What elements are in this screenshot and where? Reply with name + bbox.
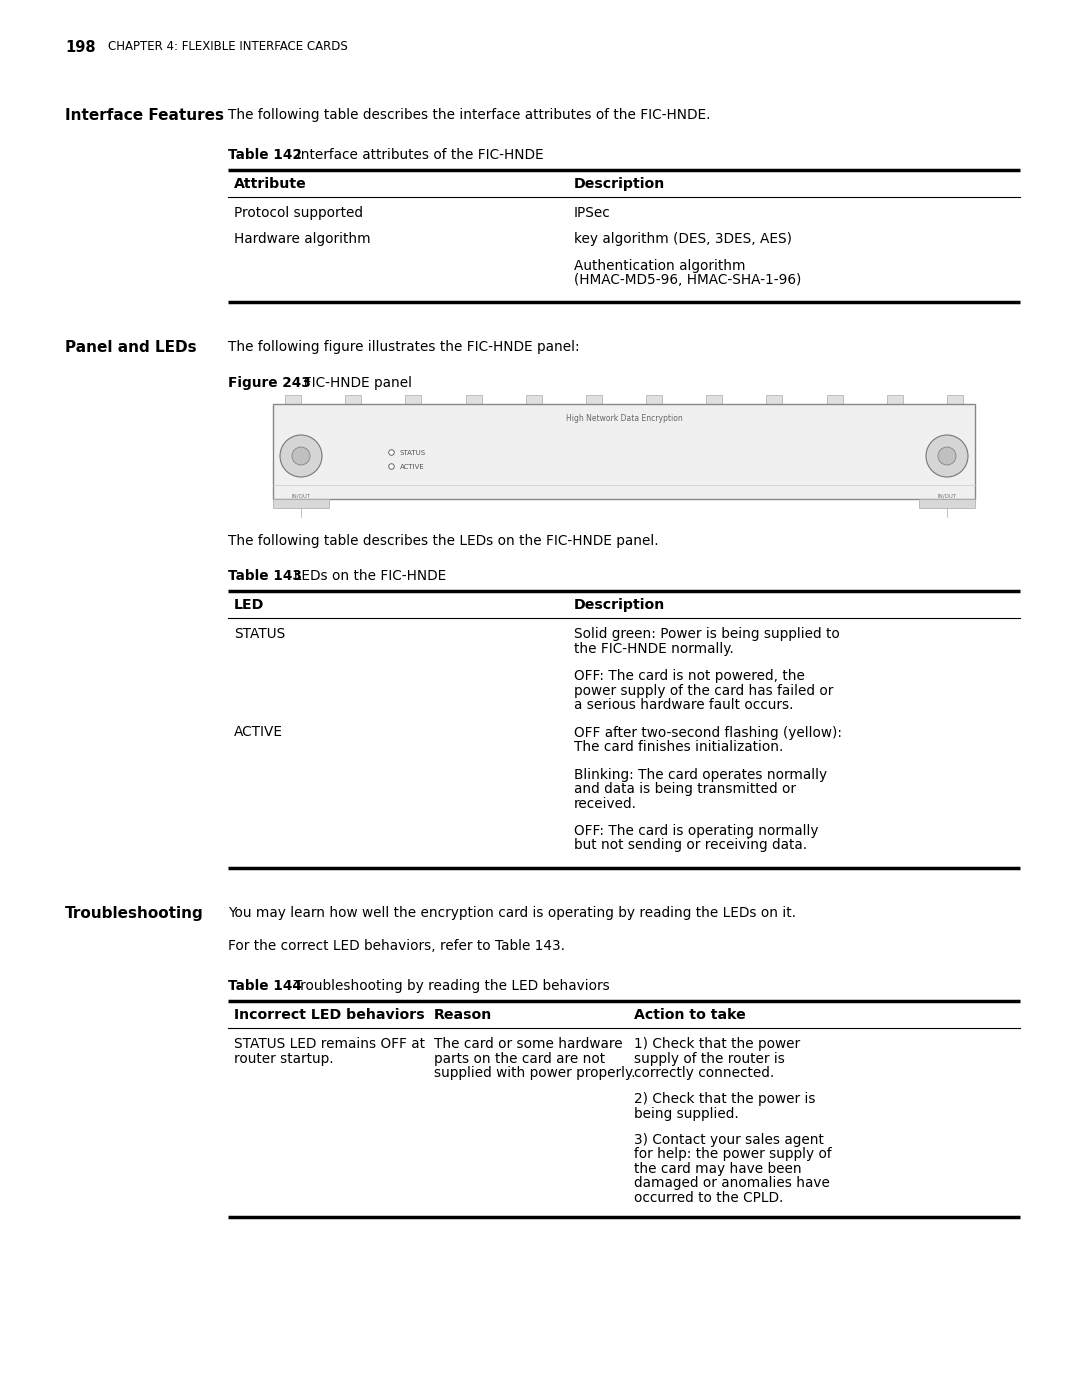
Text: a serious hardware fault occurs.: a serious hardware fault occurs. <box>573 698 794 712</box>
Bar <box>826 395 842 404</box>
Text: Interface Features: Interface Features <box>65 108 224 123</box>
Text: IN/OUT: IN/OUT <box>292 495 311 499</box>
Text: You may learn how well the encryption card is operating by reading the LEDs on i: You may learn how well the encryption ca… <box>228 907 796 921</box>
Text: Action to take: Action to take <box>634 1009 746 1023</box>
Bar <box>273 404 975 499</box>
Text: CHAPTER 4: FLEXIBLE INTERFACE CARDS: CHAPTER 4: FLEXIBLE INTERFACE CARDS <box>108 41 348 53</box>
Text: correctly connected.: correctly connected. <box>634 1066 774 1080</box>
Text: Panel and LEDs: Panel and LEDs <box>65 339 197 355</box>
Text: STATUS: STATUS <box>400 450 427 455</box>
Text: Incorrect LED behaviors: Incorrect LED behaviors <box>234 1009 424 1023</box>
Text: STATUS LED remains OFF at: STATUS LED remains OFF at <box>234 1037 426 1051</box>
Bar <box>586 395 602 404</box>
Text: IPSec: IPSec <box>573 205 611 219</box>
Text: supply of the router is: supply of the router is <box>634 1052 785 1066</box>
Circle shape <box>292 447 310 465</box>
Text: The following figure illustrates the FIC-HNDE panel:: The following figure illustrates the FIC… <box>228 339 580 353</box>
Text: FIC-HNDE panel: FIC-HNDE panel <box>295 376 411 390</box>
Text: power supply of the card has failed or: power supply of the card has failed or <box>573 683 834 697</box>
Bar <box>346 395 361 404</box>
Text: key algorithm (DES, 3DES, AES): key algorithm (DES, 3DES, AES) <box>573 232 792 246</box>
Text: The card or some hardware: The card or some hardware <box>434 1037 623 1051</box>
Bar <box>887 395 903 404</box>
Text: ACTIVE: ACTIVE <box>400 464 424 469</box>
Bar <box>706 395 723 404</box>
Bar <box>646 395 662 404</box>
Text: supplied with power properly.: supplied with power properly. <box>434 1066 635 1080</box>
Text: Description: Description <box>573 598 665 612</box>
Text: and data is being transmitted or: and data is being transmitted or <box>573 782 796 796</box>
Bar <box>919 499 975 509</box>
Text: The card finishes initialization.: The card finishes initialization. <box>573 740 783 754</box>
Text: LEDs on the FIC-HNDE: LEDs on the FIC-HNDE <box>285 569 446 583</box>
Text: OFF: The card is not powered, the: OFF: The card is not powered, the <box>573 669 805 683</box>
Bar <box>273 499 329 509</box>
Text: 2) Check that the power is: 2) Check that the power is <box>634 1092 815 1106</box>
Text: Blinking: The card operates normally: Blinking: The card operates normally <box>573 767 827 781</box>
Bar <box>767 395 782 404</box>
Text: Interface attributes of the FIC-HNDE: Interface attributes of the FIC-HNDE <box>288 148 543 162</box>
Text: ACTIVE: ACTIVE <box>234 725 283 739</box>
Circle shape <box>926 434 968 476</box>
Text: Protocol supported: Protocol supported <box>234 205 363 219</box>
Text: Authentication algorithm: Authentication algorithm <box>573 258 745 272</box>
Text: High Network Data Encryption: High Network Data Encryption <box>566 414 683 423</box>
Text: Reason: Reason <box>434 1009 492 1023</box>
Circle shape <box>280 434 322 476</box>
Circle shape <box>939 447 956 465</box>
Bar <box>465 395 482 404</box>
Text: (HMAC-MD5-96, HMAC-SHA-1-96): (HMAC-MD5-96, HMAC-SHA-1-96) <box>573 274 801 288</box>
Text: Table 144: Table 144 <box>228 979 302 993</box>
Text: for help: the power supply of: for help: the power supply of <box>634 1147 832 1161</box>
Text: Table 143: Table 143 <box>228 569 302 583</box>
Bar <box>405 395 421 404</box>
Text: OFF: The card is operating normally: OFF: The card is operating normally <box>573 824 819 838</box>
Text: IN/OUT: IN/OUT <box>937 495 957 499</box>
Text: the FIC-HNDE normally.: the FIC-HNDE normally. <box>573 641 733 655</box>
Text: For the correct LED behaviors, refer to Table 143.: For the correct LED behaviors, refer to … <box>228 939 565 953</box>
Text: but not sending or receiving data.: but not sending or receiving data. <box>573 838 807 852</box>
Bar <box>947 395 963 404</box>
Text: Hardware algorithm: Hardware algorithm <box>234 232 370 246</box>
Text: 198: 198 <box>65 41 96 54</box>
Text: 3) Contact your sales agent: 3) Contact your sales agent <box>634 1133 824 1147</box>
Text: router startup.: router startup. <box>234 1052 334 1066</box>
Text: The following table describes the LEDs on the FIC-HNDE panel.: The following table describes the LEDs o… <box>228 534 659 548</box>
Text: received.: received. <box>573 796 637 810</box>
Bar <box>285 395 301 404</box>
Text: Troubleshooting by reading the LED behaviors: Troubleshooting by reading the LED behav… <box>285 979 610 993</box>
Text: LED: LED <box>234 598 265 612</box>
Text: Table 142: Table 142 <box>228 148 302 162</box>
Text: 1) Check that the power: 1) Check that the power <box>634 1037 800 1051</box>
Text: OFF after two-second flashing (yellow):: OFF after two-second flashing (yellow): <box>573 725 842 739</box>
Text: Attribute: Attribute <box>234 177 307 191</box>
Text: Solid green: Power is being supplied to: Solid green: Power is being supplied to <box>573 627 840 641</box>
Text: the card may have been: the card may have been <box>634 1162 801 1176</box>
Text: The following table describes the interface attributes of the FIC-HNDE.: The following table describes the interf… <box>228 108 711 122</box>
Text: occurred to the CPLD.: occurred to the CPLD. <box>634 1190 783 1204</box>
Text: parts on the card are not: parts on the card are not <box>434 1052 605 1066</box>
Text: being supplied.: being supplied. <box>634 1106 739 1120</box>
Text: Troubleshooting: Troubleshooting <box>65 907 204 921</box>
Text: damaged or anomalies have: damaged or anomalies have <box>634 1176 829 1190</box>
Text: STATUS: STATUS <box>234 627 285 641</box>
Text: Figure 243: Figure 243 <box>228 376 311 390</box>
Text: Description: Description <box>573 177 665 191</box>
Bar <box>526 395 542 404</box>
